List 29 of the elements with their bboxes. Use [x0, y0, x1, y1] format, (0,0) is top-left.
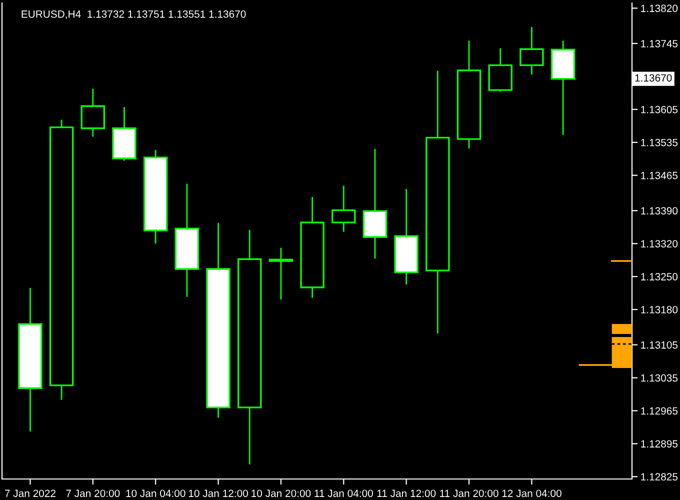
- x-tick-label: 11 Jan 04:00: [314, 490, 373, 498]
- candlestick: [80, 88, 106, 138]
- x-tick-label: 7 Jan 2022: [4, 490, 56, 498]
- x-tick-label: 10 Jan 20:00: [252, 490, 311, 498]
- y-tick-label: 1.12895: [641, 440, 678, 448]
- y-tick-label: 1.13180: [641, 306, 678, 314]
- y-tick-label: 1.13605: [641, 106, 678, 114]
- candlestick: [268, 247, 294, 300]
- x-tick-label: 11 Jan 12:00: [377, 490, 436, 498]
- y-tick-label: 1.12825: [641, 473, 678, 481]
- y-tick-label: 1.13105: [641, 341, 678, 349]
- y-tick-label: 1.13250: [641, 273, 678, 280]
- x-tick-label: 7 Jan 20:00: [66, 490, 120, 498]
- y-tick-label: 1.13320: [641, 240, 678, 248]
- y-tick-label: 1.13035: [641, 374, 678, 382]
- x-tick-label: 10 Jan 12:00: [188, 490, 248, 498]
- y-tick-label: 1.13535: [641, 138, 678, 146]
- y-tick-label: 1.13465: [641, 172, 678, 180]
- y-tick-label: 1.12965: [641, 407, 678, 415]
- text: EURUSD,H4 1.13732 1.13751 1.13551 1.13670: [22, 10, 246, 20]
- y-tick-label: 1.13745: [641, 40, 678, 48]
- x-tick-label: 12 Jan 04:00: [502, 490, 562, 498]
- y-tick-label: 1.13820: [641, 4, 678, 12]
- x-tick-label: 10 Jan 04:00: [126, 490, 186, 498]
- candlestick: [332, 184, 356, 233]
- y-tick-label: 1.13390: [641, 207, 678, 215]
- x-tick-label: 11 Jan 20:00: [440, 490, 498, 498]
- candlestick: [520, 26, 544, 76]
- text: 1.13670: [635, 74, 672, 82]
